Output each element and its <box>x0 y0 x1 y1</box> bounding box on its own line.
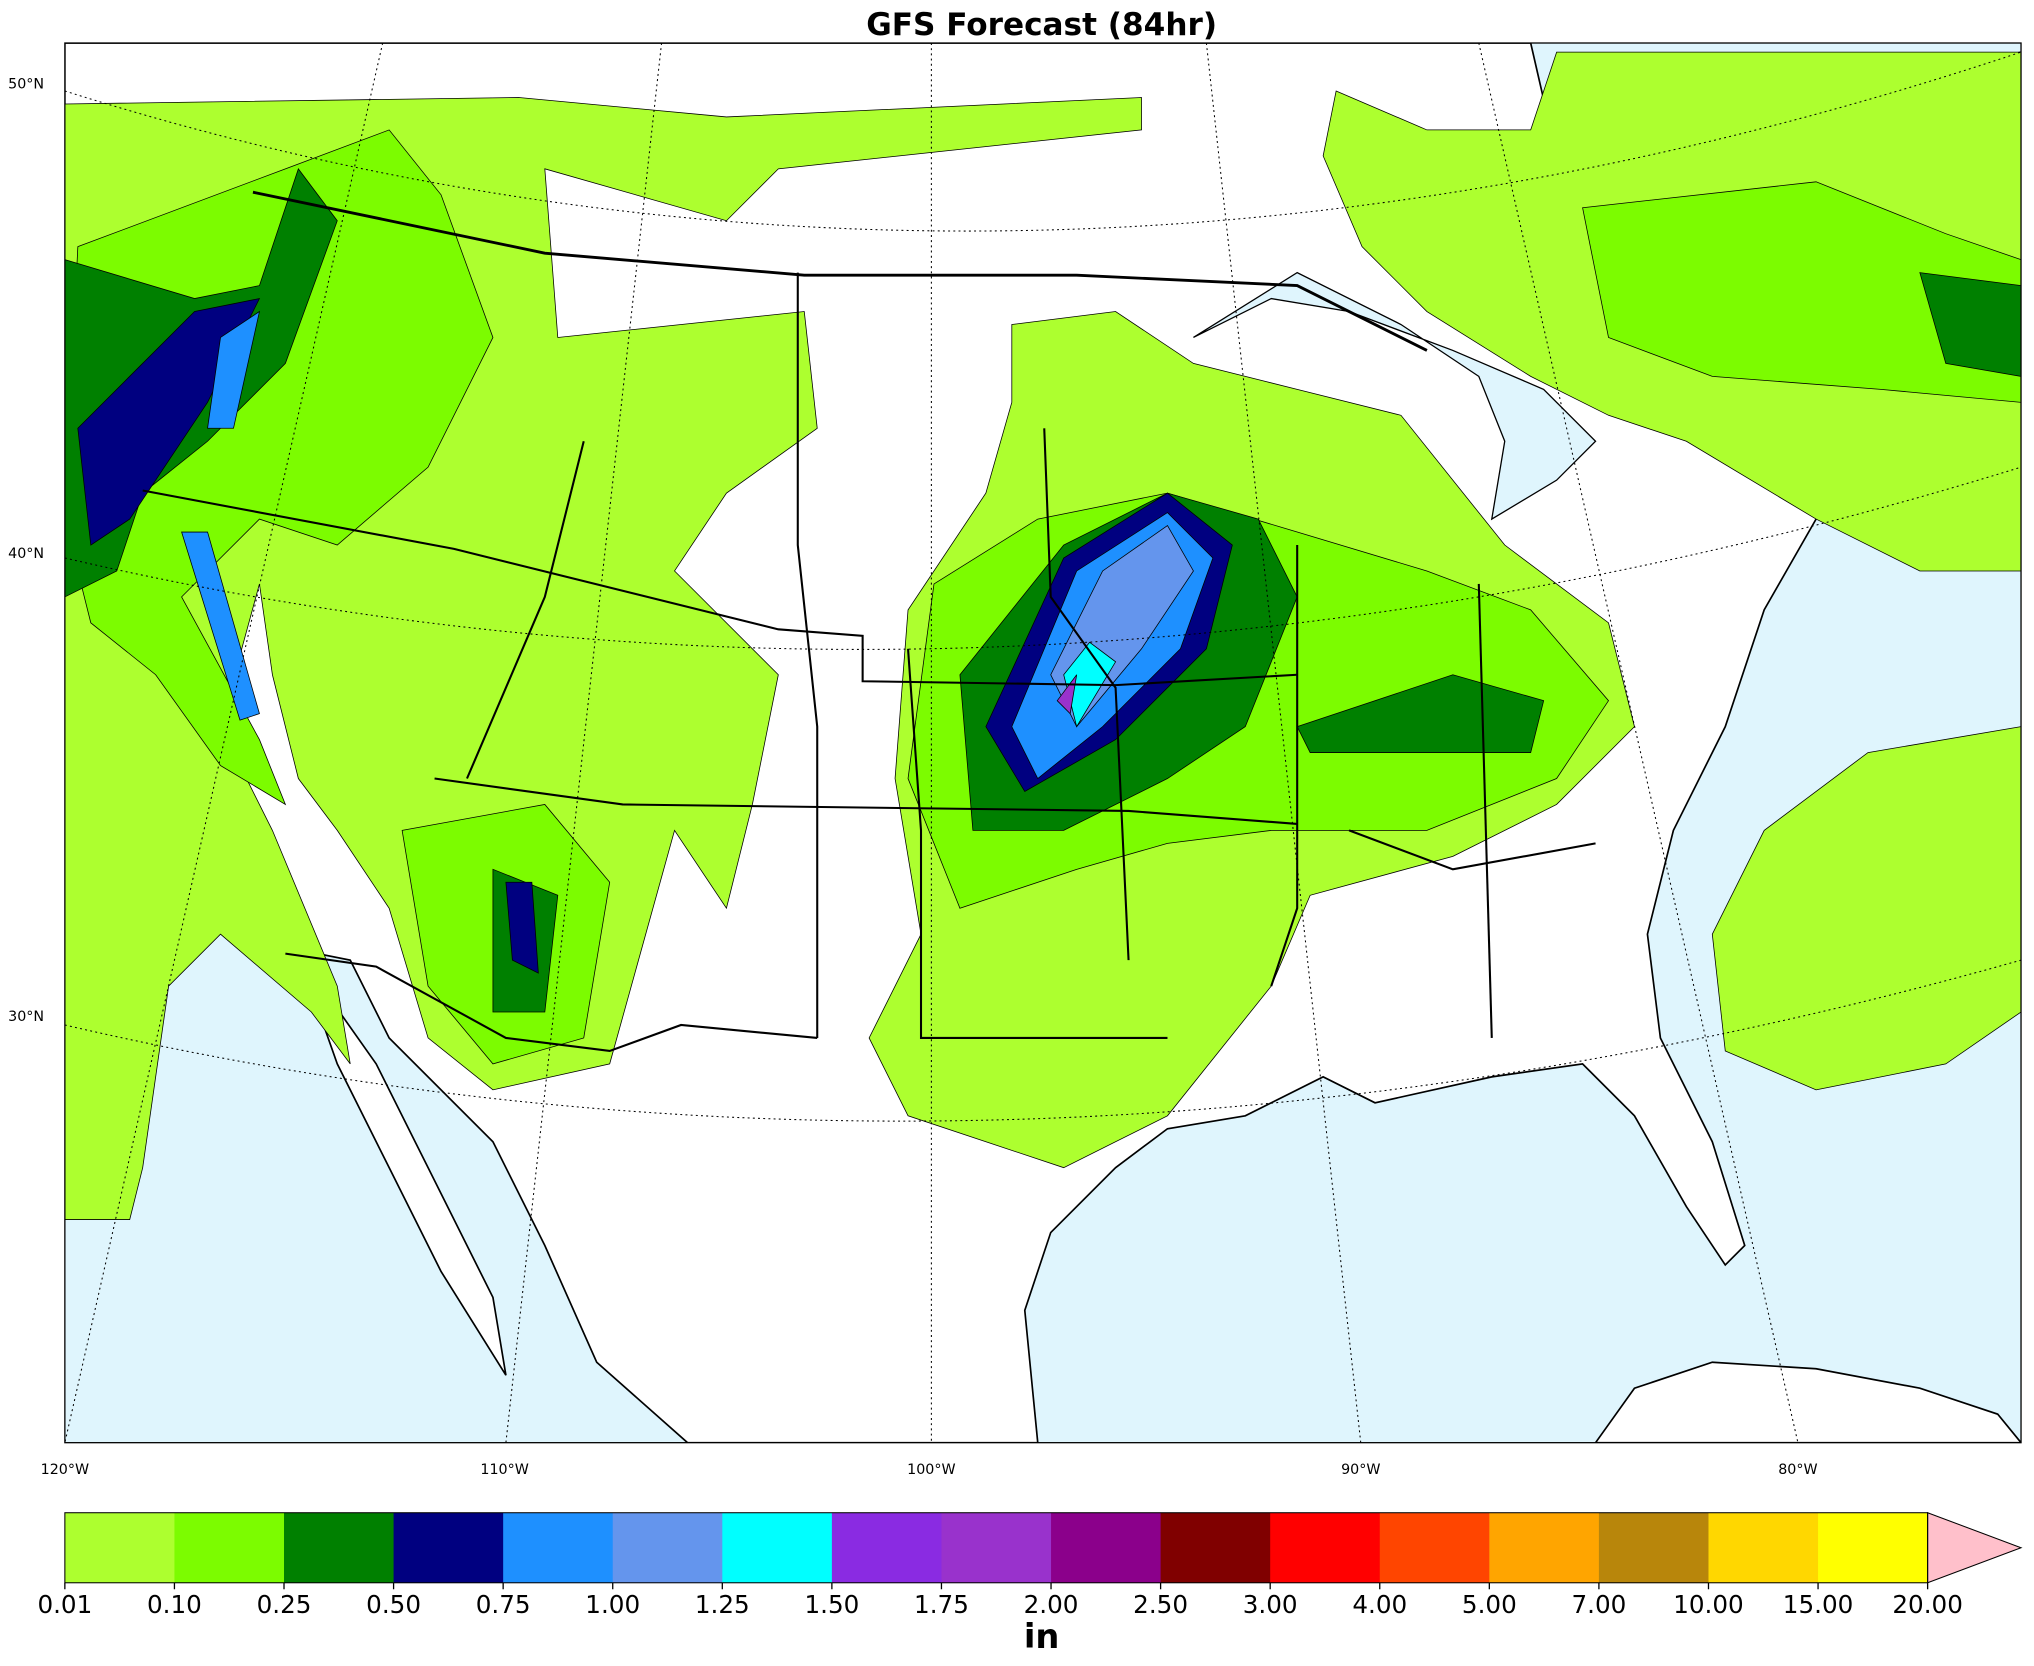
colorbar-tick-label: 0.01 <box>37 1590 92 1619</box>
colorbar-tick-label: 4.00 <box>1352 1590 1407 1619</box>
lat-labels: 50°N 40°N 30°N <box>8 77 44 1026</box>
colorbar-tick-label: 10.00 <box>1673 1590 1744 1619</box>
lon-label: 90°W <box>1341 1462 1380 1478</box>
colorbar-box <box>174 1512 285 1583</box>
colorbar-tick-label: 1.50 <box>804 1590 859 1619</box>
colorbar-tick-label: 0.10 <box>147 1590 202 1619</box>
colorbar-tick-label: 1.00 <box>585 1590 640 1619</box>
colorbar-box <box>1489 1512 1600 1583</box>
colorbar-box <box>612 1512 723 1583</box>
lon-labels: 120°W 110°W 100°W 90°W 80°W <box>41 1462 1818 1478</box>
lon-label: 120°W <box>41 1462 89 1478</box>
lon-label: 100°W <box>907 1462 955 1478</box>
colorbar-box <box>941 1512 1052 1583</box>
precipitation <box>64 51 2022 1220</box>
map-frame <box>64 42 2022 1444</box>
borders <box>142 190 1596 1052</box>
colorbar-label: in <box>1024 1617 1060 1656</box>
colorbar-box <box>831 1512 943 1583</box>
colorbar-box <box>1270 1512 1381 1583</box>
graticule <box>64 43 2022 1443</box>
colorbar-tick-label: 2.00 <box>1024 1590 1079 1619</box>
colorbar-tick-label: 7.00 <box>1571 1590 1626 1619</box>
land <box>297 953 507 1376</box>
colorbar-frame <box>64 1512 1929 1584</box>
colorbar-extend <box>1927 1511 2023 1584</box>
colorbar-box <box>1818 1512 1929 1583</box>
title: GFS Forecast (84hr) <box>866 7 1217 43</box>
colorbar-box <box>1051 1512 1162 1583</box>
colorbar-box <box>1598 1512 1710 1583</box>
colorbar-tick-label: 0.50 <box>366 1590 421 1619</box>
lat-label: 30°N <box>8 1009 44 1025</box>
colorbar-tick-label: 1.25 <box>695 1590 750 1619</box>
colorbar-box <box>284 1512 395 1583</box>
colorbar-box <box>722 1512 833 1583</box>
colorbar-box <box>1708 1512 1819 1583</box>
land <box>1594 1361 2022 1443</box>
colorbar: 0.01 0.10 0.25 0.50 0.75 1.00 1.25 1.50 1.75 2.00… <box>37 1511 2023 1656</box>
lon-label: 110°W <box>480 1462 528 1478</box>
colorbar-tick-label: 5.00 <box>1462 1590 1517 1619</box>
colorbar-tick-label: 0.75 <box>476 1590 531 1619</box>
colorbar-box <box>64 1512 176 1583</box>
colorbar-tick-label: 1.75 <box>914 1590 969 1619</box>
colorbar-tick-label: 0.25 <box>257 1590 312 1619</box>
lat-label: 50°N <box>8 77 44 93</box>
colorbar-box <box>1379 1512 1490 1583</box>
colorbar-tick-label: 15.00 <box>1783 1590 1854 1619</box>
lat-label: 40°N <box>8 546 44 562</box>
map <box>64 43 2022 1443</box>
colorbar-tick-label: 2.50 <box>1133 1590 1188 1619</box>
colorbar-box <box>503 1512 614 1583</box>
colorbar-tick-label: 20.00 <box>1892 1590 1963 1619</box>
colorbar-tick-label: 3.00 <box>1243 1590 1298 1619</box>
colorbar-box <box>393 1512 504 1583</box>
lon-label: 80°W <box>1778 1462 1817 1478</box>
colorbar-box <box>1160 1512 1271 1583</box>
